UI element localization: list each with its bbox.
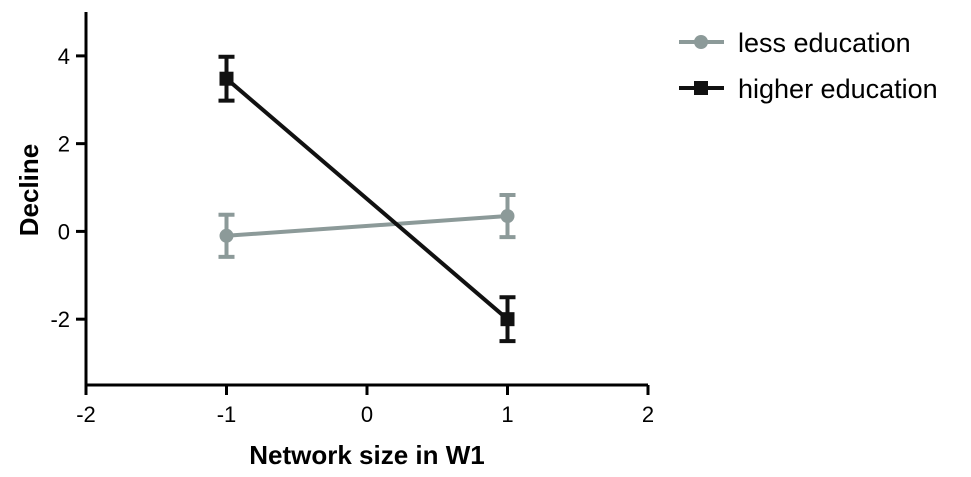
- y-axis-title: Decline: [14, 144, 44, 237]
- legend-marker: [694, 81, 708, 95]
- x-axis-title: Network size in W1: [249, 440, 485, 470]
- y-tick-label: -2: [50, 307, 70, 332]
- data-point: [500, 209, 515, 224]
- y-tick-label: 2: [58, 132, 70, 157]
- series-layer: [218, 54, 516, 344]
- series-2: [218, 54, 516, 344]
- x-tick-label: -2: [76, 402, 96, 427]
- legend-item-2: higher education: [679, 74, 938, 104]
- legend: less education higher education: [679, 28, 938, 104]
- data-point: [500, 312, 515, 327]
- y-tick-label: 0: [58, 219, 70, 244]
- legend-label: higher education: [738, 74, 938, 104]
- y-tick-label: 4: [58, 44, 70, 69]
- data-point: [219, 228, 234, 243]
- x-tick-label: 2: [642, 402, 654, 427]
- legend-marker: [694, 35, 708, 49]
- series-line: [225, 77, 509, 321]
- legend-item-1: less education: [679, 28, 911, 58]
- series-line: [226, 214, 508, 238]
- series-1: [218, 192, 516, 259]
- legend-label: less education: [738, 28, 911, 58]
- data-point: [219, 71, 234, 86]
- x-tick-label: 0: [361, 402, 373, 427]
- x-tick-label: -1: [217, 402, 237, 427]
- axes: -2 -1 0 1 2 4 2 0 -2: [50, 12, 654, 427]
- x-tick-label: 1: [501, 402, 513, 427]
